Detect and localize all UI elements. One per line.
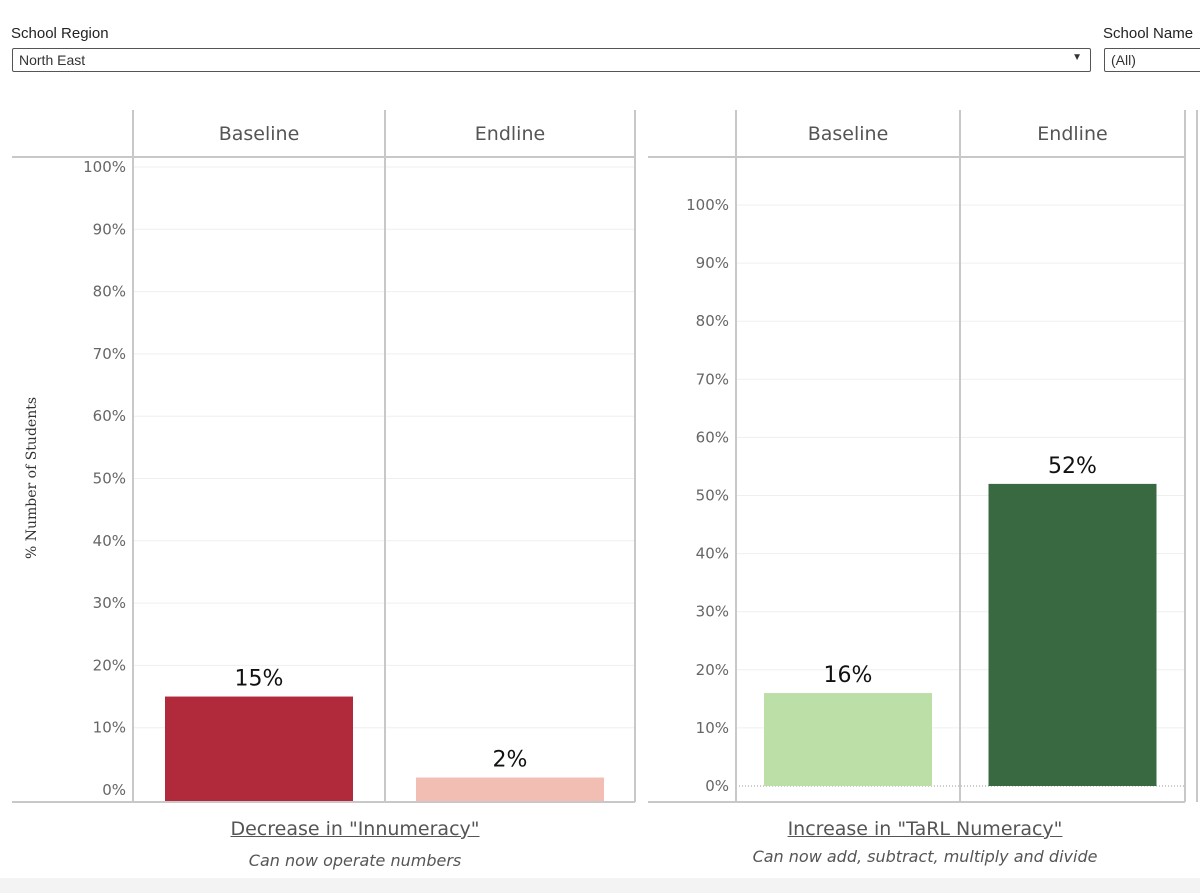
y-tick-label: 30% (93, 594, 126, 612)
bar-baseline (764, 693, 932, 786)
y-tick-label: 20% (696, 661, 729, 679)
y-tick-label: 20% (93, 656, 126, 674)
school-select-value: (All) (1111, 52, 1136, 68)
chart-tarl-numeracy: 0% 10% 20% 30% 40% 50% 60% 70% 80% 90% 100% Baselin… (648, 110, 1198, 803)
region-select-value: North East (19, 52, 86, 68)
y-tick-label: 100% (686, 196, 729, 214)
bar-endline (416, 777, 604, 801)
chevron-down-icon: ▼ (1072, 52, 1082, 63)
y-tick-label: 90% (93, 220, 126, 238)
y-tick-label: 0% (705, 777, 729, 795)
y-tick-label: 90% (696, 254, 729, 272)
column-header-endline: Endline (475, 123, 545, 145)
left-chart-title[interactable]: Decrease in "Innumeracy" (230, 818, 480, 840)
y-tick-label: 50% (696, 487, 729, 505)
chart-innumeracy: 0% 10% 20% 30% 40% 50% 60% 70% 80% 90% 100% Baselin… (12, 110, 636, 803)
y-tick-label: 60% (696, 428, 729, 446)
bar-endline (988, 483, 1157, 786)
y-tick-label: 40% (696, 545, 729, 563)
column-header-baseline: Baseline (808, 123, 889, 145)
y-tick-label: 100% (83, 158, 126, 176)
school-filter-label: School Name (1103, 25, 1194, 42)
y-tick-label: 10% (696, 719, 729, 737)
bar-baseline (165, 696, 353, 801)
data-label-endline: 2% (493, 748, 528, 773)
y-tick-label: 40% (93, 532, 126, 550)
y-tick-label: 0% (102, 781, 126, 799)
bottom-strip (0, 878, 1200, 893)
y-tick-label: 10% (93, 719, 126, 737)
column-header-baseline: Baseline (219, 123, 300, 145)
y-tick-label: 80% (93, 283, 126, 301)
left-chart-subtitle: Can now operate numbers (248, 851, 462, 870)
y-tick-label: 70% (696, 370, 729, 388)
y-tick-label: 70% (93, 345, 126, 363)
y-axis-label: % Number of Students (24, 397, 40, 559)
column-header-endline: Endline (1037, 123, 1107, 145)
data-label-endline: 52% (1048, 454, 1097, 479)
right-chart-subtitle: Can now add, subtract, multiply and divi… (752, 847, 1098, 866)
data-label-baseline: 15% (235, 667, 284, 692)
y-tick-label: 80% (696, 312, 729, 330)
y-tick-label: 30% (696, 603, 729, 621)
y-tick-label: 50% (93, 470, 126, 488)
right-chart-title[interactable]: Increase in "TaRL Numeracy" (787, 818, 1063, 840)
y-tick-label: 60% (93, 407, 126, 425)
region-filter-label: School Region (11, 25, 109, 42)
school-select[interactable]: (All) (1104, 48, 1200, 72)
region-select[interactable]: North East ▼ (12, 48, 1091, 72)
data-label-baseline: 16% (824, 663, 873, 688)
